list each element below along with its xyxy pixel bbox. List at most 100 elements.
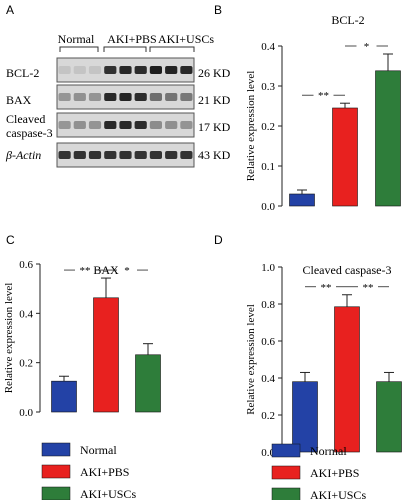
blot-band [180, 93, 193, 101]
significance-label: ** [363, 282, 374, 294]
blot-group-label-aki-pbs: AKI+PBS [107, 32, 156, 46]
blot-band [73, 121, 86, 129]
blot-group-bracket-aki-pbs [103, 46, 147, 52]
significance-label: * [124, 265, 130, 277]
blot-band [165, 66, 178, 74]
blot-band [134, 93, 147, 101]
y-tick-label: 0.4 [19, 308, 33, 320]
blot-band [134, 121, 147, 129]
y-tick-label: 0.0 [19, 407, 33, 419]
legend-right: Normal AKI+PBS AKI+USCs [271, 443, 366, 500]
western-blot: Normal AKI+PBS AKI+USCs BCL-2 BAX Cleave… [5, 32, 231, 168]
blot-band [104, 93, 117, 101]
blot-row-label-bcl2: BCL-2 [6, 66, 39, 80]
blot-row-label-cleaved-line1: Cleaved [6, 112, 45, 126]
blot-band [73, 93, 86, 101]
legend-swatch [271, 465, 301, 480]
blot-band [119, 93, 132, 101]
bar [51, 380, 77, 413]
bar [289, 193, 315, 207]
legend-label: Normal [310, 444, 347, 458]
significance-label: ** [80, 265, 91, 277]
blot-band [58, 151, 71, 159]
chart-title: Cleaved caspase-3 [303, 263, 392, 277]
blot-band [149, 121, 162, 129]
blot-band [149, 151, 162, 159]
blot-group-label-aki-uscs: AKI+USCs [158, 32, 214, 46]
blot-band [88, 151, 102, 159]
blot-group-bracket-normal [59, 46, 99, 52]
blot-band [119, 66, 132, 74]
legend-label: Normal [80, 443, 117, 457]
blot-row-size-bcl2: 26 KD [198, 66, 231, 80]
blot-row-label-bax: BAX [6, 93, 32, 107]
blot-band [165, 93, 178, 101]
blot-band [104, 151, 117, 159]
legend-label: AKI+PBS [80, 465, 129, 479]
blot-row-label-actin: β-Actin [5, 148, 41, 162]
legend-label: AKI+USCs [310, 488, 366, 500]
blot-band [88, 121, 102, 129]
bar [332, 107, 358, 207]
y-tick-label: 0.2 [261, 410, 275, 422]
y-tick-label: 1.0 [261, 262, 275, 274]
blot-band [149, 93, 162, 101]
blot-band [134, 66, 147, 74]
y-tick-label: 0.2 [19, 358, 33, 370]
bar [135, 354, 161, 413]
blot-band [104, 66, 117, 74]
legend-label: AKI+PBS [310, 466, 359, 480]
blot-band [73, 151, 86, 159]
significance-label: ** [321, 282, 332, 294]
chart-title: BCL-2 [331, 13, 364, 27]
panel-label-c: C [6, 233, 15, 247]
chart-bcl2: BCL-2 Relative expression level 0.0 0.1 0.2 0… [245, 13, 401, 213]
y-tick-label: 0.1 [261, 161, 275, 173]
legend-swatch [41, 442, 71, 457]
blot-row-size-bax: 21 KD [198, 93, 231, 107]
blot-band [88, 66, 102, 74]
bar [334, 306, 360, 453]
blot-band [165, 151, 178, 159]
blot-band [134, 151, 147, 159]
blot-band [58, 93, 71, 101]
bar [376, 381, 402, 453]
panel-label-b: B [214, 3, 222, 17]
y-tick-label: 0.0 [261, 201, 275, 213]
y-axis-label: Relative expression level [245, 304, 257, 415]
blot-band [119, 151, 132, 159]
blot-band [88, 93, 102, 101]
significance-label: ** [318, 90, 329, 102]
bar [292, 381, 318, 453]
legend-label: AKI+USCs [80, 487, 136, 500]
legend-left: Normal AKI+PBS AKI+USCs [41, 442, 136, 500]
significance-label: * [364, 41, 370, 53]
blot-group-label-normal: Normal [58, 32, 95, 46]
y-tick-label: 0.6 [261, 336, 275, 348]
legend-swatch [41, 486, 71, 500]
y-tick-label: 0.6 [19, 259, 33, 271]
blot-band [180, 66, 193, 74]
blot-band [180, 151, 193, 159]
blot-group-bracket-aki-uscs [149, 46, 195, 52]
blot-band [58, 66, 71, 74]
blot-band [149, 66, 162, 74]
chart-cleaved-caspase3: Cleaved caspase-3 Relative expression lev… [245, 262, 402, 459]
y-tick-label: 0.8 [261, 299, 275, 311]
blot-row-size-cleaved: 17 KD [198, 120, 231, 134]
legend-swatch [271, 443, 301, 458]
y-tick-label: 0.4 [261, 41, 275, 53]
panel-label-a: A [6, 3, 14, 17]
blot-band [73, 66, 86, 74]
legend-swatch [41, 464, 71, 479]
y-tick-label: 0.2 [261, 121, 275, 133]
blot-band [165, 121, 178, 129]
y-axis-label: Relative expression level [245, 71, 257, 182]
y-axis-label: Relative expression level [3, 283, 15, 394]
blot-row-label-cleaved-line2: caspase-3 [6, 126, 53, 140]
bar [93, 297, 119, 413]
blot-band [180, 121, 193, 129]
blot-band [58, 121, 71, 129]
